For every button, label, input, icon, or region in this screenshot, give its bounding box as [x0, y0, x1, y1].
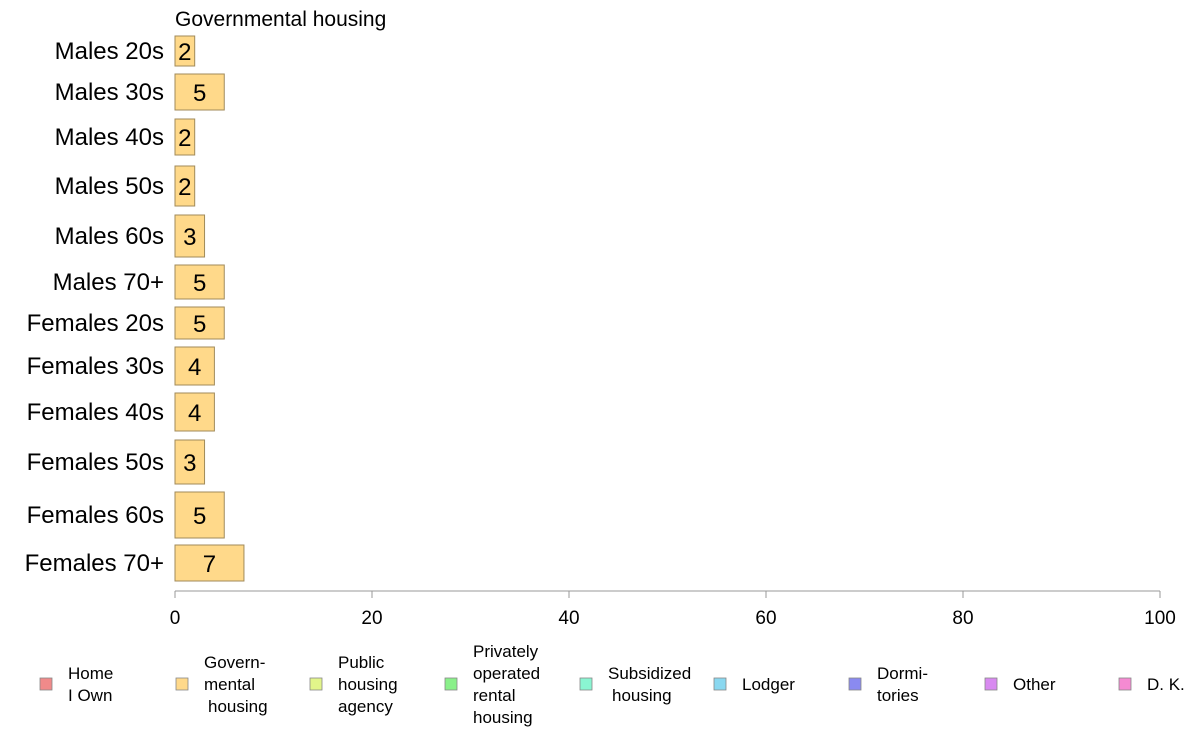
bar-value-label: 4 — [188, 400, 201, 427]
legend-label: D. K. — [1147, 675, 1185, 694]
bar — [174, 214, 206, 258]
category-label: Males 30s — [55, 79, 164, 106]
legend-label: Privately operated rental housing — [473, 642, 540, 727]
bars-group: Males 20s 2 Males 30s 5 Males 40s 2 Males 50s 2… — [25, 35, 245, 582]
legend-label: Govern-mental housing — [204, 653, 268, 716]
bar — [174, 264, 225, 300]
bar-value-label: 3 — [183, 224, 196, 251]
category-label: Females 30s — [27, 353, 164, 380]
legend: Home I Own Govern-mental housing Public housi… — [39, 642, 1185, 727]
category-label: Males 20s — [55, 38, 164, 65]
chart-title: Governmental housing — [175, 8, 386, 31]
legend-swatch — [713, 677, 727, 691]
legend-label: Dormi-tories — [877, 664, 928, 705]
bar — [174, 73, 225, 111]
bar-value-label: 5 — [193, 503, 206, 530]
category-label: Females 70+ — [25, 550, 164, 577]
legend-label: Lodger — [742, 675, 795, 694]
legend-swatch — [579, 677, 593, 691]
legend-swatch — [39, 677, 53, 691]
category-label: Males 60s — [55, 223, 164, 250]
category-label: Males 50s — [55, 173, 164, 200]
category-label: Females 60s — [27, 502, 164, 529]
bar-value-label: 4 — [188, 354, 201, 381]
x-tick-label: 40 — [558, 608, 579, 629]
bar — [174, 439, 206, 485]
legend-label: Other — [1013, 675, 1056, 694]
bar — [174, 346, 215, 386]
bar-value-label: 2 — [178, 39, 191, 66]
bar — [174, 35, 196, 67]
legend-swatch — [444, 677, 458, 691]
bar — [174, 491, 225, 539]
category-label: Females 50s — [27, 449, 164, 476]
legend-label: Home I Own — [68, 664, 113, 705]
bar-value-label: 5 — [193, 80, 206, 107]
bar — [174, 392, 215, 432]
x-tick-label: 20 — [361, 608, 382, 629]
category-label: Males 70+ — [53, 269, 164, 296]
bar — [174, 306, 225, 340]
category-label: Females 40s — [27, 399, 164, 426]
bar — [174, 544, 245, 582]
bar-value-label: 2 — [178, 125, 191, 152]
legend-swatch — [848, 677, 862, 691]
x-tick-label: 60 — [755, 608, 776, 629]
x-tick-label: 100 — [1144, 608, 1176, 629]
bar-value-label: 2 — [178, 174, 191, 201]
legend-swatch — [1118, 677, 1132, 691]
bar-value-label: 5 — [193, 311, 206, 338]
category-label: Females 20s — [27, 310, 164, 337]
bar-value-label: 7 — [203, 551, 216, 578]
x-tick-label: 0 — [170, 608, 181, 629]
bar — [174, 165, 196, 207]
legend-label: Subsidized housing — [608, 664, 691, 705]
legend-label: Public housing agency — [338, 653, 398, 716]
legend-swatch — [984, 677, 998, 691]
bar — [174, 118, 196, 156]
x-axis: 0 20 40 60 80 100 — [170, 590, 1176, 629]
legend-swatch — [175, 677, 189, 691]
bar-value-label: 5 — [193, 270, 206, 297]
bar-value-label: 3 — [183, 450, 196, 477]
category-label: Males 40s — [55, 124, 164, 151]
legend-swatch — [309, 677, 323, 691]
x-tick-label: 80 — [952, 608, 973, 629]
